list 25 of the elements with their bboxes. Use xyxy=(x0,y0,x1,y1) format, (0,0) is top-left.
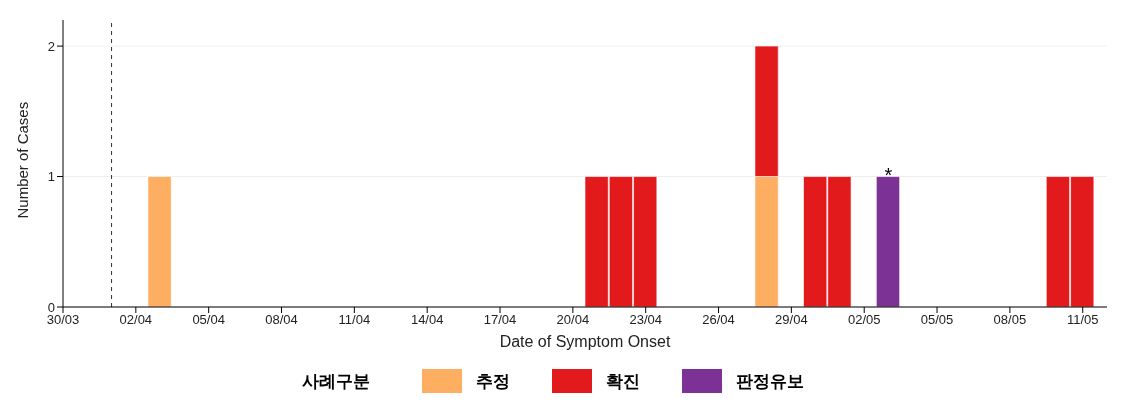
x-tick-label: 08/04 xyxy=(265,312,298,328)
legend-label: 판정유보 xyxy=(735,369,804,393)
y-axis-title: Number of Cases xyxy=(14,101,32,219)
x-tick-label: 11/05 xyxy=(1066,312,1099,328)
y-tick-label: 0 xyxy=(47,299,55,315)
x-tick-label: 08/05 xyxy=(993,312,1027,328)
x-tick-label: 17/04 xyxy=(483,312,517,328)
x-tick-label: 02/05 xyxy=(847,312,881,328)
x-axis-title: Date of Symptom Onset xyxy=(499,333,671,350)
legend-title: 사례구분 xyxy=(301,369,370,393)
x-tick-label: 14/04 xyxy=(410,312,444,328)
x-tick-label: 30/03 xyxy=(46,312,80,328)
x-tick-label: 29/04 xyxy=(775,312,808,328)
annotation: * xyxy=(884,163,893,186)
y-tick-label: 1 xyxy=(47,169,55,185)
x-tick-label: 02/04 xyxy=(119,312,153,328)
legend-label: 확진 xyxy=(605,369,640,393)
x-tick-label: 26/04 xyxy=(702,312,735,328)
y-tick-label: 2 xyxy=(47,38,55,54)
x-tick-label: 11/04 xyxy=(338,312,371,328)
x-tick-label: 05/05 xyxy=(920,312,954,328)
x-tick-label: 23/04 xyxy=(629,312,662,328)
legend-label: 추정 xyxy=(475,369,510,393)
x-tick-label: 05/04 xyxy=(192,312,225,328)
x-tick-label: 20/04 xyxy=(556,312,590,328)
